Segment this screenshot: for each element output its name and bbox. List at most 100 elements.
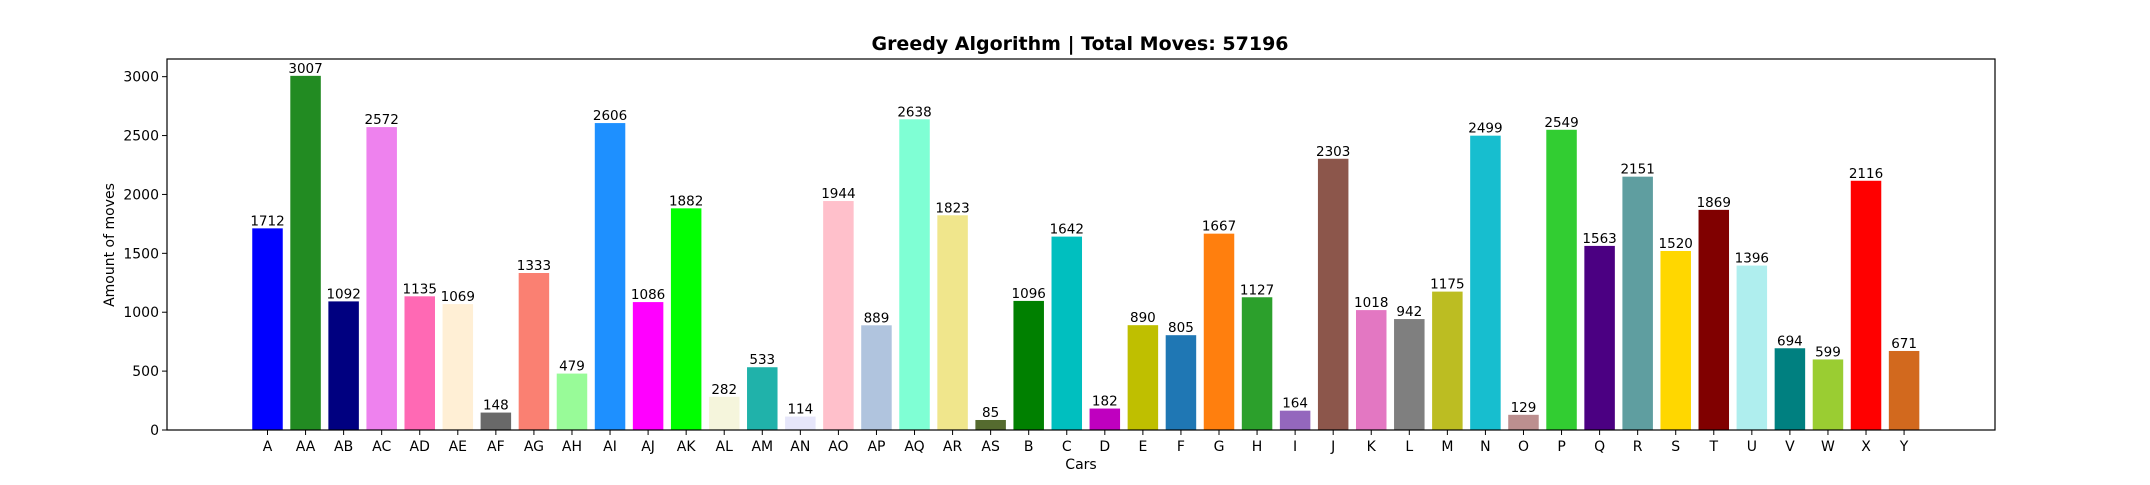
plot-area-frame (166, 58, 1996, 431)
data-label-f: 805 (1168, 320, 1194, 336)
bar-aj (632, 302, 664, 430)
bar-u (1736, 265, 1768, 430)
bar-i (1279, 410, 1311, 430)
data-label-g: 1667 (1202, 219, 1236, 235)
data-label-n: 2499 (1468, 121, 1502, 137)
x-tick-label-x: X (1861, 439, 1871, 455)
bar-ab (328, 301, 359, 430)
data-label-h: 1127 (1240, 282, 1274, 298)
bar-ai (594, 123, 626, 430)
bars-layer (252, 75, 1920, 431)
data-label-ap: 889 (864, 310, 890, 326)
data-label-ao: 1944 (821, 186, 855, 202)
x-tick-label-f: F (1177, 439, 1185, 455)
bar-l (1394, 319, 1425, 430)
x-tick-label-ai: AI (603, 439, 617, 455)
x-tick-label-t: T (1708, 439, 1718, 455)
bar-ad (404, 296, 435, 430)
bar-x (1850, 180, 1882, 430)
x-tick-label-as: AS (981, 439, 1000, 455)
bar-f (1165, 335, 1197, 430)
data-label-ah: 479 (559, 359, 585, 375)
data-label-j: 2303 (1316, 144, 1350, 160)
bar-ar (937, 215, 968, 430)
data-label-v: 694 (1777, 333, 1803, 349)
x-tick-label-b: B (1024, 439, 1034, 455)
data-label-k: 1018 (1354, 295, 1388, 311)
x-tick-label-c: C (1062, 439, 1072, 455)
x-tick-label-an: AN (790, 439, 810, 455)
bar-v (1774, 348, 1806, 430)
bar-ac (366, 127, 397, 430)
x-tick-label-a: A (263, 439, 273, 455)
bar-p (1546, 129, 1577, 430)
data-label-ag: 1333 (517, 258, 551, 274)
data-label-d: 182 (1092, 394, 1118, 410)
x-tick-label-ap: AP (867, 439, 885, 455)
data-label-x: 2116 (1849, 166, 1883, 182)
data-label-b: 1096 (1012, 286, 1046, 302)
x-axis: A AA AB AC AD AE AF AG AH AI AJ AK AL AM AN AO AP AQ AR AS B… (263, 430, 1909, 455)
y-tick-label-2500: 2500 (123, 129, 159, 145)
x-tick-label-l: L (1405, 439, 1413, 455)
data-label-ae: 1069 (441, 289, 475, 305)
x-tick-label-ac: AC (372, 439, 391, 455)
data-label-e: 890 (1130, 310, 1156, 326)
data-label-s: 1520 (1659, 236, 1693, 252)
bar-af (480, 412, 512, 430)
bar-t (1698, 209, 1730, 430)
bar-as (975, 419, 1006, 430)
bar-s (1660, 250, 1691, 430)
y-tick-label-3000: 3000 (123, 70, 159, 86)
data-label-al: 282 (711, 382, 737, 398)
data-label-a: 1712 (250, 213, 284, 229)
x-tick-label-r: R (1633, 439, 1643, 455)
data-label-aq: 2638 (897, 104, 931, 120)
bar-o (1508, 414, 1539, 430)
x-axis-label: Cars (1065, 457, 1096, 473)
bar-y (1888, 350, 1920, 430)
data-label-r: 2151 (1620, 162, 1654, 178)
y-axis-label: Amount of moves (102, 183, 118, 307)
data-label-am: 533 (749, 352, 775, 368)
x-tick-label-y: Y (1899, 439, 1909, 455)
data-label-ar: 1823 (935, 200, 969, 216)
x-tick-label-p: P (1557, 439, 1565, 455)
bar-ap (861, 325, 892, 430)
bar-an (785, 416, 816, 430)
x-tick-label-u: U (1747, 439, 1757, 455)
data-label-w: 599 (1815, 344, 1841, 360)
x-tick-label-ab: AB (334, 439, 353, 455)
bar-m (1432, 291, 1463, 430)
bar-w (1812, 359, 1844, 430)
y-tick-label-2000: 2000 (123, 187, 159, 203)
data-label-y: 671 (1891, 336, 1917, 352)
data-labels-layer: 1712 3007 1092 2572 1135 1069 148 1333 479 2606 10… (250, 61, 1917, 421)
x-tick-label-w: W (1821, 439, 1835, 455)
data-label-ak: 1882 (669, 193, 703, 209)
data-label-ac: 2572 (365, 112, 399, 128)
x-tick-label-al: AL (716, 439, 734, 455)
data-label-o: 129 (1511, 400, 1537, 416)
y-tick-label-500: 500 (132, 364, 159, 380)
x-tick-label-aj: AJ (641, 439, 655, 455)
bar-a (252, 228, 283, 430)
bar-ag (518, 273, 550, 430)
bar-ae (442, 304, 474, 430)
data-label-q: 1563 (1582, 231, 1616, 247)
bar-d (1089, 408, 1121, 430)
x-tick-label-s: S (1671, 439, 1680, 455)
bar-b (1013, 300, 1044, 430)
x-tick-label-g: G (1214, 439, 1225, 455)
x-tick-label-ah: AH (562, 439, 582, 455)
data-label-c: 1642 (1050, 222, 1084, 238)
data-label-p: 2549 (1544, 115, 1578, 131)
bar-h (1241, 297, 1273, 430)
x-tick-label-k: K (1367, 439, 1377, 455)
x-tick-label-af: AF (487, 439, 505, 455)
data-label-m: 1175 (1430, 277, 1464, 293)
x-tick-label-ae: AE (449, 439, 467, 455)
chart-title: Greedy Algorithm | Total Moves: 57196 (871, 33, 1288, 55)
x-tick-label-v: V (1785, 439, 1795, 455)
